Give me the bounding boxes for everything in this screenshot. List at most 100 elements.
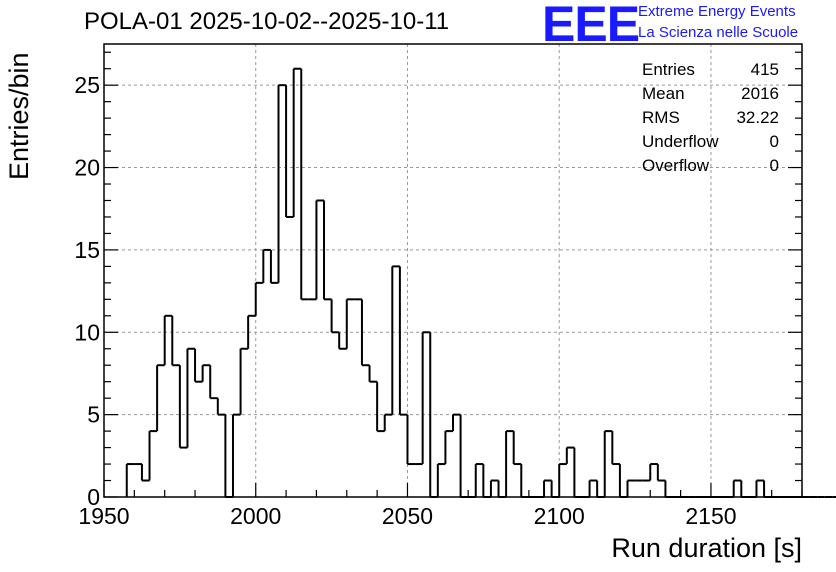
- stat-label: Overflow: [642, 156, 710, 175]
- stat-label: Underflow: [642, 132, 719, 151]
- histogram-bin: [383, 413, 393, 432]
- logo-line-1: Extreme Energy Events: [638, 3, 796, 20]
- histogram-bin: [148, 430, 158, 481]
- histogram-bin: [247, 314, 256, 349]
- histogram-bin: [550, 480, 560, 498]
- histogram-bin: [269, 249, 279, 284]
- histogram-bin: [368, 365, 378, 383]
- histogram-bin: [323, 200, 332, 301]
- chart-title: POLA-01 2025-10-02--2025-10-11: [84, 8, 450, 35]
- histogram-bin: [277, 84, 287, 283]
- logo-line-2: La Scienza nelle Scuole: [638, 24, 799, 41]
- stats-box: Entries 415 Mean 2016 RMS 32.22 Underflo…: [642, 58, 779, 178]
- stat-mean: Mean 2016: [642, 82, 779, 106]
- histogram-bin: [573, 447, 582, 498]
- histogram-bin: [611, 431, 620, 466]
- stat-underflow: Underflow 0: [642, 130, 779, 154]
- histogram-bin: [315, 199, 325, 300]
- histogram-bin: [262, 248, 271, 283]
- histogram-bin: [156, 364, 165, 432]
- histogram-bin: [755, 479, 765, 497]
- stat-overflow: Overflow 0: [642, 154, 779, 178]
- tick-labels: 1950 2000 2050 2100 2150 0 5 10 15 20 25: [74, 72, 736, 529]
- stat-value: 415: [750, 60, 779, 79]
- y-tick-label: 25: [74, 72, 100, 98]
- histogram-bin: [656, 464, 666, 482]
- histogram-bin: [292, 67, 302, 217]
- histogram-bin: [360, 299, 370, 367]
- histogram-bin: [664, 480, 674, 498]
- histogram-bin: [194, 348, 203, 383]
- x-tick-label: 2000: [230, 503, 281, 529]
- histogram-bin: [558, 463, 567, 497]
- histogram-bin: [565, 446, 575, 465]
- y-axis-label: Entries/bin: [4, 52, 34, 180]
- histogram-bin: [444, 430, 453, 465]
- histogram-bin: [209, 365, 218, 400]
- y-tick-label: 20: [74, 155, 100, 181]
- histogram-bin: [376, 381, 385, 433]
- y-tick-label: 5: [87, 402, 100, 428]
- histogram-bin: [178, 365, 188, 449]
- stat-rms: RMS 32.22: [642, 106, 779, 130]
- histogram-bin: [300, 68, 309, 301]
- y-tick-label: 0: [87, 484, 100, 510]
- histogram-bin: [603, 430, 613, 497]
- histogram-bin: [459, 414, 469, 498]
- histogram-bin: [452, 413, 461, 432]
- x-tick-label: 2050: [382, 503, 433, 529]
- histogram-bin: [649, 463, 658, 481]
- x-tick-label: 1950: [78, 503, 129, 529]
- histogram-bin: [285, 85, 294, 218]
- plot-frame: [103, 43, 803, 498]
- y-tick-label: 10: [74, 319, 100, 345]
- histogram-bin: [618, 464, 628, 498]
- stat-label: Mean: [642, 84, 685, 103]
- histogram-bin: [171, 315, 180, 367]
- histogram-bin: [231, 413, 241, 497]
- stat-value: 2016: [741, 84, 779, 103]
- eee-logo: EEE: [542, 0, 640, 52]
- stat-label: Entries: [642, 60, 695, 79]
- histogram-bin: [125, 463, 135, 497]
- histogram-bin: [474, 463, 484, 497]
- histogram-bin: [216, 398, 226, 416]
- histogram-bin: [345, 298, 355, 349]
- histogram-bin: [140, 464, 150, 482]
- histogram-bin: [497, 480, 507, 498]
- histogram-bin: [626, 479, 636, 497]
- histogram-bin: [512, 431, 522, 466]
- histogram-bin: [436, 463, 446, 497]
- histogram-bin: [543, 479, 552, 497]
- histogram-bin: [254, 281, 264, 316]
- y-tick-label: 15: [74, 237, 100, 263]
- histogram-bin: [482, 464, 491, 498]
- stat-value: 0: [769, 132, 779, 151]
- x-axis-label: Run duration [s]: [611, 533, 802, 563]
- x-tick-label: 2100: [534, 503, 585, 529]
- histogram-bin: [224, 414, 233, 498]
- histogram-bin: [763, 480, 772, 498]
- histogram-bin: [588, 479, 598, 497]
- stat-entries: Entries 415: [642, 58, 779, 82]
- histogram-bin: [186, 347, 196, 448]
- histogram-bin: [163, 314, 173, 366]
- histogram-bin: [596, 480, 605, 498]
- histogram-bin: [740, 480, 749, 498]
- x-tick-label: 2150: [685, 503, 736, 529]
- histogram-bin: [239, 347, 249, 415]
- histogram-bin: [520, 464, 529, 498]
- histogram-bin: [732, 479, 742, 497]
- stat-label: RMS: [642, 108, 680, 127]
- histogram-bin: [489, 479, 499, 497]
- histogram-bin: [330, 299, 340, 334]
- histogram-bin: [338, 332, 347, 350]
- histogram-bin: [406, 414, 416, 466]
- stat-value: 0: [769, 156, 779, 175]
- histogram-bin: [505, 430, 514, 497]
- histogram-bin: [398, 266, 408, 416]
- histogram-bin: [421, 331, 431, 465]
- histogram-bin: [391, 265, 400, 415]
- axis-ticks: [103, 51, 803, 498]
